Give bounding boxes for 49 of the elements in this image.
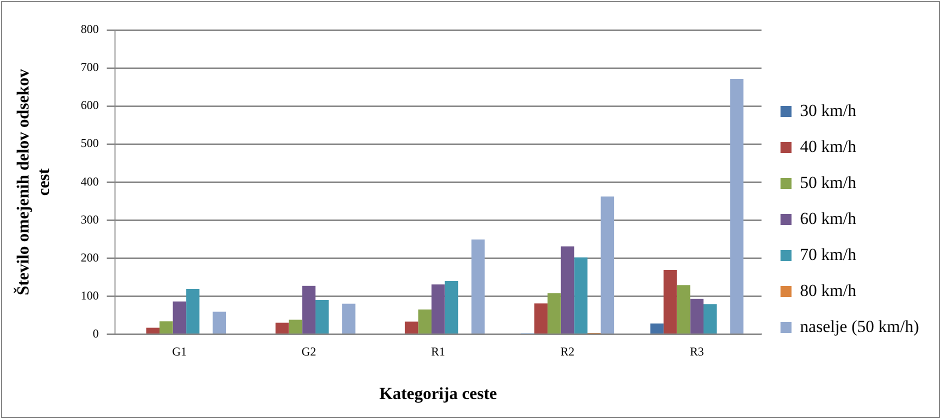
bar: [650, 324, 664, 334]
legend-label: naselje (50 km/h): [800, 316, 919, 336]
bar: [704, 304, 717, 334]
bar: [730, 79, 744, 334]
y-tick-label: 500: [80, 136, 99, 150]
x-tick-label: G1: [172, 344, 187, 359]
y-tick-label: 100: [80, 288, 99, 302]
bar: [600, 196, 614, 334]
bar: [444, 280, 458, 334]
bar: [288, 320, 302, 334]
y-tick-label: 600: [80, 98, 99, 112]
x-tick-label: G2: [301, 344, 316, 359]
y-tick-label: 700: [80, 60, 99, 74]
bar: [574, 257, 588, 334]
y-axis-title: Število omejenih delov odsekov cest: [14, 68, 53, 296]
bar: [302, 286, 316, 334]
bar: [315, 300, 329, 334]
legend-label: 80 km/h: [800, 280, 857, 300]
bar: [471, 240, 485, 334]
x-tick-label: R2: [560, 344, 575, 359]
bar: [186, 288, 200, 334]
x-tick-label: R1: [431, 344, 446, 359]
bar: [276, 322, 289, 334]
y-tick-label: 800: [80, 22, 99, 36]
bar: [160, 321, 173, 334]
bar: [560, 246, 574, 334]
bar: [342, 304, 356, 334]
x-tick-label: R3: [690, 344, 704, 359]
x-axis-title: Kategorija ceste: [379, 384, 498, 404]
bar: [534, 303, 548, 334]
y-tick-label: 400: [80, 174, 99, 188]
bar: [676, 285, 690, 334]
legend-label: 50 km/h: [800, 172, 857, 192]
bar: [664, 270, 677, 334]
bar: [548, 293, 561, 334]
bar: [172, 302, 186, 334]
bar: [418, 309, 432, 334]
legend-label: 70 km/h: [800, 244, 857, 264]
y-tick-label: 200: [80, 250, 99, 264]
bar: [146, 328, 160, 334]
bar: [432, 284, 445, 334]
bar: [690, 298, 704, 334]
y-tick-label: 300: [80, 212, 99, 226]
bar: [212, 312, 226, 334]
legend-label: 40 km/h: [800, 136, 857, 156]
legend-label: 30 km/h: [800, 100, 857, 120]
bar: [404, 322, 418, 334]
y-tick-label: 0: [92, 326, 99, 340]
legend-label: 60 km/h: [800, 208, 857, 228]
